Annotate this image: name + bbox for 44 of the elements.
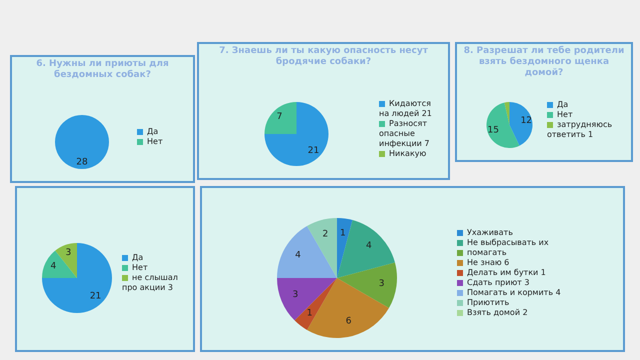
chart-title: 7. Знаешь ли ты какую опасность несут бродячие собаки?	[218, 45, 429, 69]
pie-slice	[486, 102, 520, 148]
data-label: 4	[50, 262, 56, 272]
legend-label: Нет	[147, 137, 163, 146]
data-label: 15	[487, 126, 499, 136]
legend-label: Да	[132, 253, 144, 262]
data-label: 1	[340, 228, 346, 238]
data-label: 3	[65, 248, 72, 258]
legend-label: Делать им бутки 1	[467, 268, 546, 277]
legend-label: затрудняюсь ответить 1	[547, 120, 612, 139]
data-label: 6	[346, 316, 352, 326]
legend-label: Приютить	[467, 298, 510, 307]
legend-label: Никакую	[389, 149, 426, 158]
data-label: 4	[366, 241, 372, 252]
legend-label: Сдать приют 3	[467, 278, 530, 287]
legend-label: Не знаю 6	[467, 258, 510, 267]
legend-label: Да	[147, 127, 158, 136]
legend-label: Нет	[132, 263, 148, 272]
pie-slice	[510, 102, 532, 146]
pie-slice	[42, 243, 112, 313]
legend-label: Взять домой 2	[467, 308, 528, 317]
pie-slice	[55, 243, 77, 278]
data-label: 4	[295, 250, 302, 260]
legend-label: Не выбрасывать их	[467, 238, 549, 247]
legend-label: Кидаются на людей 21	[379, 99, 432, 118]
legend-label: Помагать и кормить 4	[467, 288, 561, 297]
legend-label: не слышал про акции 3	[122, 273, 178, 292]
legend-label: Ухаживать	[467, 228, 513, 237]
data-label: 12	[520, 116, 532, 126]
data-label: 3	[292, 290, 298, 300]
legend-label: Да	[557, 100, 568, 109]
pie-slice	[504, 102, 510, 125]
data-label: 21	[308, 146, 320, 156]
chart-title: 6. Нужны ли приюты для бездомных собак?	[35, 58, 170, 82]
data-label: 3	[378, 278, 384, 289]
data-label: 21	[90, 292, 102, 302]
legend-label: помагать	[467, 248, 507, 257]
chart-title: 8. Разрешат ли тебе родители взять бездомного щенка домой?	[462, 44, 626, 80]
legend-label: Нет	[557, 110, 573, 119]
data-label: 7	[276, 112, 282, 122]
data-label: 28	[76, 157, 88, 168]
data-label: 1	[306, 308, 312, 319]
data-label: 2	[322, 230, 328, 240]
legend-label: Разносят опасные инфекции 7	[379, 119, 430, 148]
